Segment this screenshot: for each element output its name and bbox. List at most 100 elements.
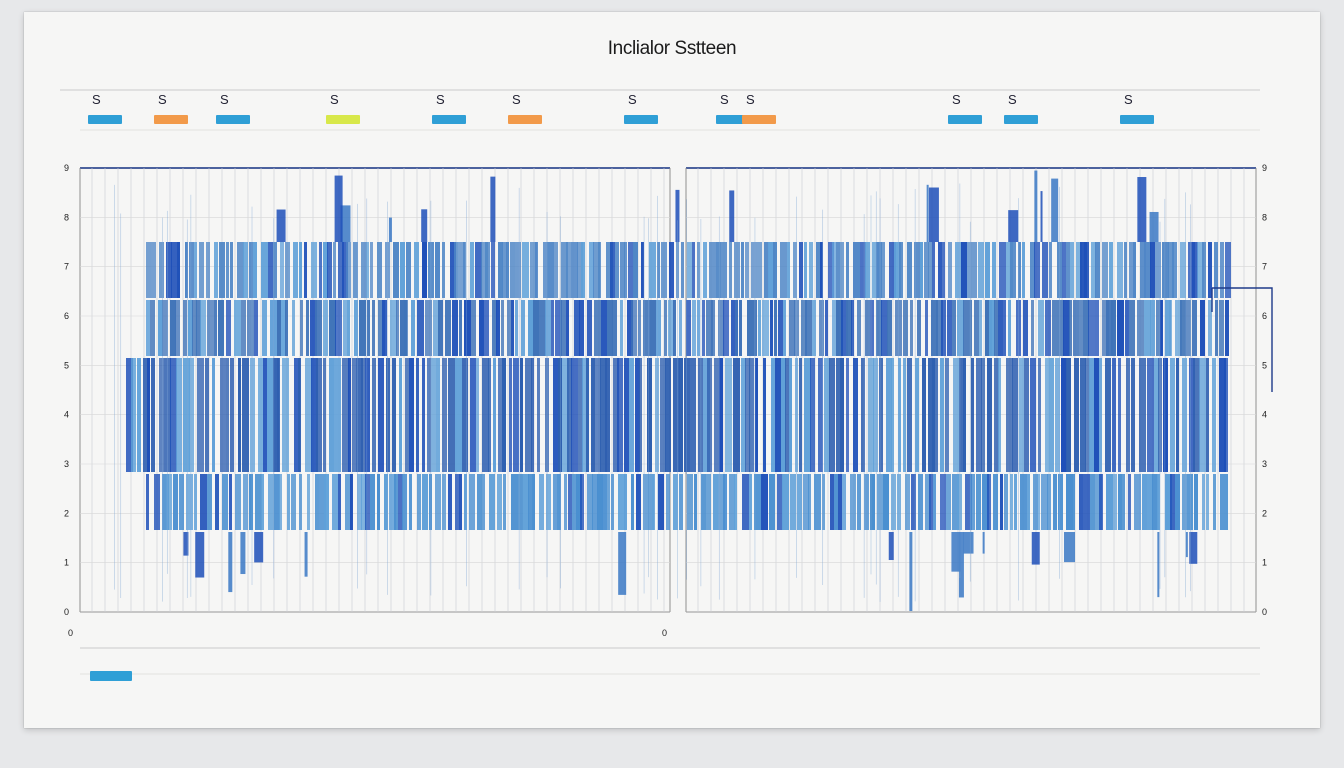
bar — [635, 358, 640, 472]
bar — [299, 242, 302, 298]
bar — [490, 176, 496, 242]
bar — [870, 300, 874, 356]
bar — [220, 358, 226, 472]
bar — [857, 474, 861, 530]
bar — [1105, 358, 1111, 472]
bar — [452, 300, 458, 356]
bar — [714, 358, 720, 472]
bar — [482, 358, 489, 472]
bar — [694, 474, 697, 530]
bar — [1014, 474, 1017, 530]
bar — [285, 300, 288, 356]
bar — [805, 300, 812, 356]
bar — [985, 300, 992, 356]
bar — [774, 300, 777, 356]
bar — [422, 242, 427, 298]
bar — [1041, 474, 1048, 530]
bar — [1140, 242, 1146, 298]
bar — [273, 242, 277, 298]
bar — [952, 300, 956, 356]
bar — [660, 358, 666, 472]
bar — [253, 242, 257, 298]
bar — [316, 358, 322, 472]
bar — [396, 300, 399, 356]
bar — [941, 300, 946, 356]
bar — [675, 189, 680, 242]
bar — [987, 474, 991, 530]
bar — [605, 358, 610, 472]
bar — [768, 242, 775, 298]
bar — [617, 358, 623, 472]
bar — [212, 358, 215, 472]
bar — [706, 474, 711, 530]
bar — [1049, 242, 1052, 298]
bar — [684, 358, 690, 472]
bar — [940, 474, 946, 530]
bar — [1099, 358, 1102, 472]
bar — [775, 358, 781, 472]
bar — [587, 300, 592, 356]
bar — [607, 474, 610, 530]
bar — [249, 242, 253, 298]
bar — [1095, 300, 1099, 356]
bar — [454, 242, 458, 298]
bar — [1118, 474, 1122, 530]
legend-label: S — [436, 92, 446, 107]
bar — [836, 358, 842, 472]
bar — [1008, 210, 1019, 242]
y-tick-label: 0 — [1262, 607, 1267, 617]
bar — [873, 358, 878, 472]
bar — [731, 300, 738, 356]
bar — [1133, 242, 1136, 298]
bar — [778, 300, 783, 356]
bar — [610, 242, 615, 298]
bar — [334, 358, 341, 472]
bar — [333, 242, 336, 298]
bar — [709, 242, 716, 298]
bar — [205, 358, 209, 472]
bar — [872, 242, 879, 298]
bar — [1192, 300, 1197, 356]
bar — [810, 358, 815, 472]
bar — [515, 300, 518, 356]
y-tick-label: 3 — [1262, 459, 1267, 469]
bar — [280, 242, 284, 298]
bar — [398, 474, 403, 530]
bar — [1049, 358, 1054, 472]
bar — [438, 300, 443, 356]
bar — [636, 474, 641, 530]
bar — [263, 358, 267, 472]
bar — [982, 474, 989, 530]
bar — [1125, 300, 1129, 356]
bar — [804, 358, 811, 472]
bar — [957, 300, 964, 356]
bar — [985, 242, 990, 298]
bar — [600, 358, 607, 472]
bar — [876, 242, 882, 298]
bar — [598, 242, 601, 298]
y-tick-label: 2 — [64, 508, 69, 518]
bar — [1189, 358, 1195, 472]
bar — [458, 242, 465, 298]
bar — [276, 209, 286, 242]
bar — [560, 300, 566, 356]
bar — [1137, 300, 1144, 356]
series-band-4 — [146, 474, 1228, 530]
bar — [1219, 358, 1226, 472]
bar — [1045, 300, 1051, 356]
bar — [1194, 474, 1198, 530]
bar — [445, 300, 451, 356]
bar — [528, 474, 535, 530]
bar — [989, 300, 995, 356]
legend-label: S — [512, 92, 522, 107]
bar — [755, 358, 758, 472]
bar — [469, 474, 475, 530]
legend-label: S — [746, 92, 756, 107]
bar — [1200, 300, 1205, 356]
bar — [578, 358, 583, 472]
bar — [200, 300, 206, 356]
y-tick-label: 6 — [64, 311, 69, 321]
series-band-2 — [146, 300, 1229, 356]
bar — [742, 474, 749, 530]
bar — [993, 474, 998, 530]
